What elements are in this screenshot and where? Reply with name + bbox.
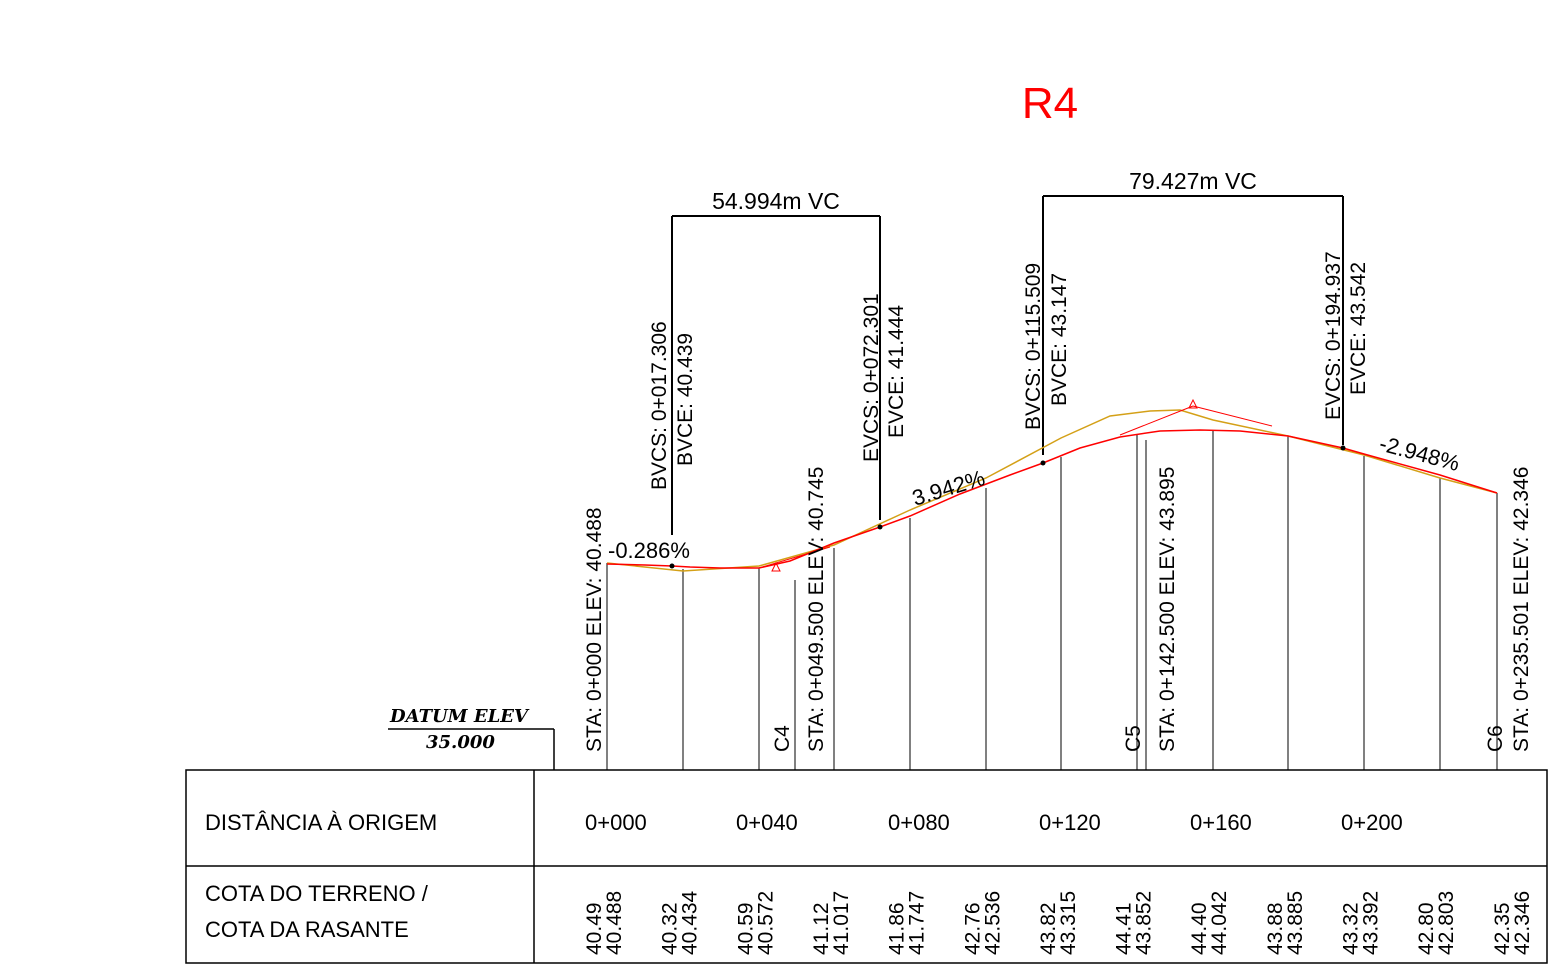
datum-block: DATUM ELEV 35.000 — [388, 706, 555, 770]
ground-elevation-label: 42.80 — [1415, 902, 1438, 955]
station-label: 0+000 — [585, 810, 647, 835]
design-elevation-label: 44.042 — [1208, 891, 1231, 955]
station-label: 0+200 — [1341, 810, 1403, 835]
vc1-bvcs-label: BVCS: 0+017.306 — [648, 321, 671, 490]
pvi-c6-label: STA: 0+235.501 ELEV: 42.346 — [1510, 467, 1533, 752]
station-gridlines — [606, 430, 1498, 770]
design-elevation-label: 43.885 — [1284, 891, 1307, 955]
design-elevation-label: 42.536 — [981, 891, 1004, 955]
grade-label-2: 3.942% — [909, 465, 988, 511]
ground-elevation-label: 43.88 — [1264, 902, 1287, 955]
ground-elevation-label: 41.86 — [886, 902, 909, 955]
ground-elevation-label: 40.59 — [734, 902, 757, 955]
row-label-elev-1: COTA DO TERRENO / — [205, 881, 429, 906]
vc1-evcs-label: EVCS: 0+072.301 — [860, 293, 883, 462]
vc2-length-label: 79.427m VC — [1129, 168, 1257, 194]
ground-elevation-label: 40.49 — [583, 902, 606, 955]
vc1-evce-label: EVCE: 41.444 — [885, 305, 908, 438]
evc2-point — [1340, 445, 1346, 451]
station-label: 0+160 — [1190, 810, 1252, 835]
ground-elevation-label: 44.40 — [1188, 902, 1211, 955]
pvi-c6-id: C6 — [1484, 725, 1507, 752]
design-elevation-label: 40.488 — [603, 891, 626, 955]
datum-label: DATUM ELEV — [389, 706, 530, 727]
pvi-c4-label: STA: 0+049.500 ELEV: 40.745 — [805, 467, 828, 752]
bvc2-point — [1040, 460, 1046, 466]
design-elevation-label: 40.572 — [754, 891, 777, 955]
ground-elevation-label: 42.76 — [961, 902, 984, 955]
station-label: 0+120 — [1039, 810, 1101, 835]
pvi-c5-id: C5 — [1122, 725, 1145, 752]
pvi-c5-marker — [1188, 398, 1198, 409]
design-elevation-label: 42.346 — [1511, 891, 1534, 955]
bvc1-point — [669, 563, 675, 569]
design-elevation-label: 43.852 — [1133, 891, 1156, 955]
design-elevation-label: 41.017 — [830, 891, 853, 955]
vc1-length-label: 54.994m VC — [712, 188, 840, 214]
tangent-c5-left — [1119, 405, 1194, 436]
data-table: DISTÂNCIA À ORIGEM COTA DO TERRENO / COT… — [185, 769, 1548, 964]
vertical-curve-2: 79.427m VC BVCS: 0+115.509 BVCE: 43.147 … — [1022, 168, 1370, 455]
station-labels: 0+000 0+040 0+080 0+120 0+160 0+200 — [585, 810, 1403, 835]
evc1-point — [877, 524, 883, 530]
design-profile-line — [606, 429, 1498, 569]
start-station-label: STA: 0+000 ELEV: 40.488 — [583, 507, 606, 752]
tangent-c4 — [758, 546, 831, 569]
tangent-c5-right — [1192, 405, 1273, 427]
ground-profile-line — [606, 409, 1498, 572]
row-label-distance: DISTÂNCIA À ORIGEM — [205, 810, 437, 835]
pvi-c4-marker — [771, 561, 781, 572]
row-label-elev-2: COTA DA RASANTE — [205, 917, 409, 942]
vc2-evce-label: EVCE: 43.542 — [1347, 262, 1370, 395]
ground-elevation-label: 42.35 — [1491, 902, 1514, 955]
design-elevation-label: 41.747 — [906, 891, 929, 955]
ground-elevation-label: 40.32 — [659, 902, 682, 955]
ground-elevation-label: 43.32 — [1340, 902, 1363, 955]
grade-label-1: -0.286% — [608, 538, 690, 563]
station-label: 0+040 — [736, 810, 798, 835]
vc1-bvce-label: BVCE: 40.439 — [674, 333, 697, 466]
vc2-evcs-label: EVCS: 0+194.937 — [1322, 251, 1345, 420]
design-elevation-label: 43.315 — [1057, 891, 1080, 955]
vc2-bvcs-label: BVCS: 0+115.509 — [1022, 263, 1045, 430]
pvi-c4-id: C4 — [771, 725, 794, 752]
vertical-curve-1: 54.994m VC BVCS: 0+017.306 BVCE: 40.439 … — [648, 188, 908, 535]
ground-elevation-label: 44.41 — [1113, 902, 1136, 955]
station-label: 0+080 — [888, 810, 950, 835]
design-elevation-label: 43.392 — [1360, 891, 1383, 955]
ground-elevation-label: 43.82 — [1037, 902, 1060, 955]
ground-elevation-label: 41.12 — [810, 902, 833, 955]
profile-title: R4 — [1022, 79, 1078, 128]
vc2-bvce-label: BVCE: 43.147 — [1048, 273, 1071, 406]
pvi-c5-label: STA: 0+142.500 ELEV: 43.895 — [1156, 467, 1179, 752]
design-elevation-label: 40.434 — [679, 890, 702, 955]
design-elevation-label: 42.803 — [1435, 891, 1458, 955]
datum-value: 35.000 — [426, 732, 495, 753]
